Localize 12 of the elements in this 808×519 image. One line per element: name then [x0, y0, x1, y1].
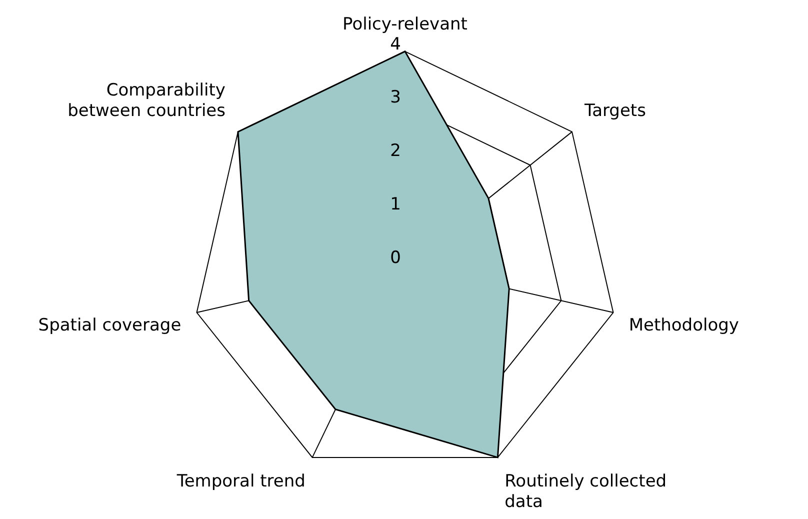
spoke-label: Policy-relevant — [342, 14, 468, 35]
spoke-label: Temporal trend — [176, 471, 306, 492]
spoke-label: Comparability between countries — [68, 80, 226, 122]
y-tick-label: 4 — [390, 34, 401, 54]
spoke-label: Spatial coverage — [38, 316, 182, 336]
spoke-label: Targets — [584, 101, 646, 122]
y-tick-label: 0 — [390, 248, 401, 268]
y-tick-label: 1 — [390, 194, 401, 215]
spoke-label: Routinely collected data — [504, 471, 667, 512]
spoke-label: Methodology — [628, 316, 739, 336]
y-tick-label: 2 — [390, 141, 401, 162]
y-tick-label: 3 — [390, 88, 401, 108]
